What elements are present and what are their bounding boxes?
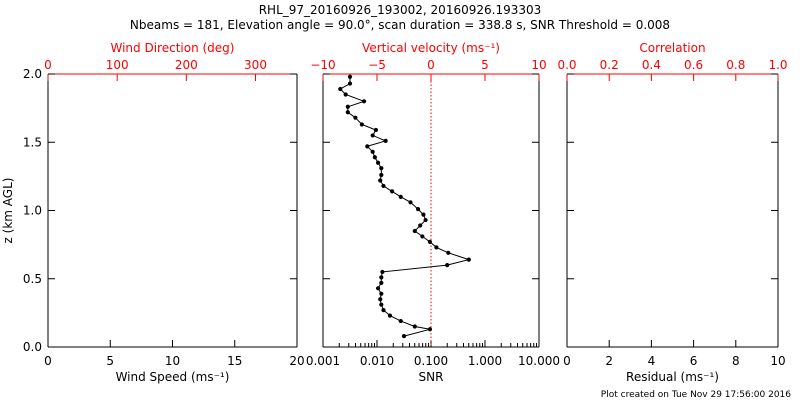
vertical-velocity-point — [370, 133, 375, 138]
top-tick-label: 0.2 — [600, 58, 619, 72]
vertical-velocity-point — [379, 291, 384, 296]
bottom-axis-title: Residual (ms⁻¹) — [626, 370, 719, 384]
bottom-tick-label: 20 — [289, 354, 304, 368]
vertical-velocity-point — [420, 234, 425, 239]
bottom-tick-label: 5 — [106, 354, 114, 368]
vertical-velocity-point — [398, 318, 403, 324]
top-tick-label: 300 — [244, 58, 267, 72]
bottom-tick-label: 10 — [770, 354, 785, 368]
top-tick-label: −5 — [368, 58, 386, 72]
vertical-velocity-point — [387, 313, 393, 318]
vertical-velocity-point — [378, 178, 383, 183]
y-tick-label: 1.5 — [23, 135, 42, 149]
bottom-tick-label: 15 — [227, 354, 242, 368]
vertical-velocity-point — [427, 239, 433, 244]
y-tick-label: 0.0 — [23, 340, 42, 354]
bottom-tick-label: 10.000 — [518, 354, 560, 368]
top-tick-label: 10 — [531, 58, 546, 72]
vertical-velocity-point — [466, 257, 471, 262]
vertical-velocity-point — [380, 269, 385, 275]
vertical-velocity-point — [379, 166, 384, 171]
vertical-velocity-point — [353, 115, 358, 120]
top-tick-label: 0.0 — [557, 58, 576, 72]
vertical-velocity-point — [375, 286, 381, 291]
vertical-velocity-point — [378, 297, 383, 302]
top-tick-label: −10 — [310, 58, 335, 72]
vertical-velocity-point — [381, 183, 386, 189]
top-tick-label: 0.8 — [726, 58, 745, 72]
y-tick-label: 2.0 — [23, 67, 42, 81]
vertical-velocity-point — [445, 263, 450, 268]
top-tick-label: 0.4 — [642, 58, 661, 72]
vertical-velocity-point — [423, 217, 428, 223]
vertical-velocity-point — [347, 81, 353, 86]
bottom-axis-title: Wind Speed (ms⁻¹) — [116, 370, 230, 384]
top-tick-label: 100 — [106, 58, 129, 72]
vertical-velocity-point — [379, 172, 384, 178]
top-tick-label: 200 — [175, 58, 198, 72]
bottom-tick-label: 0.001 — [306, 354, 340, 368]
vertical-velocity-point — [347, 74, 353, 79]
vertical-velocity-point — [398, 194, 403, 199]
bottom-tick-label: 2 — [605, 354, 613, 368]
vertical-velocity-point — [408, 200, 413, 205]
top-axis-title: Vertical velocity (ms⁻¹) — [362, 41, 500, 55]
vertical-velocity-point — [338, 86, 343, 92]
y-tick-label: 0.5 — [23, 272, 42, 286]
vertical-velocity-point — [379, 302, 384, 307]
vertical-velocity-point — [345, 104, 350, 109]
vertical-velocity-point — [412, 228, 417, 234]
panel-correlation: 0 2 4 6 8 10 0.0 0.2 0.4 0.6 0.8 1.0 Residual (ms⁻¹)… — [557, 41, 787, 384]
bottom-axis-title: SNR — [419, 370, 444, 384]
vertical-velocity-point — [446, 250, 451, 255]
vertical-velocity-point — [345, 110, 350, 115]
vertical-velocity-point — [372, 155, 377, 160]
vertical-velocity-point — [379, 275, 384, 280]
bottom-tick-label: 10 — [165, 354, 180, 368]
plot-created-note: Plot created on Tue Nov 29 17:56:00 2016 — [601, 390, 791, 400]
vertical-velocity-point — [343, 92, 348, 97]
top-tick-label: 0.6 — [684, 58, 703, 72]
y-axis-label: z (km AGL) — [1, 178, 15, 244]
bottom-tick-label: 4 — [648, 354, 656, 368]
bottom-tick-label: 1.000 — [468, 354, 502, 368]
vertical-velocity-point — [412, 324, 417, 329]
vertical-velocity-point — [415, 207, 421, 212]
vertical-velocity-point — [381, 308, 386, 313]
bottom-tick-label: 0.100 — [414, 354, 448, 368]
vertical-velocity-line — [339, 76, 471, 337]
vertical-velocity-point — [365, 144, 370, 149]
vertical-velocity-point — [434, 245, 439, 250]
plot-subtitle: Nbeams = 181, Elevation angle = 90.0°, s… — [130, 18, 670, 32]
vertical-velocity-point — [373, 127, 379, 133]
bottom-tick-label: 6 — [690, 354, 698, 368]
vertical-velocity-point — [370, 149, 375, 154]
bottom-tick-label: 0 — [563, 354, 571, 368]
panel-vertical-velocity: 0.001 0.010 0.100 1.000 10.000 −10 −5 0 5 10 SNR Ve… — [306, 41, 560, 384]
vertical-velocity-point — [421, 212, 426, 217]
vertical-velocity-point — [375, 160, 381, 165]
bottom-tick-label: 0.010 — [360, 354, 394, 368]
top-axis-title: Correlation — [639, 41, 705, 55]
vertical-velocity-point — [390, 189, 395, 194]
vertical-velocity-point — [383, 138, 388, 143]
y-tick-label: 1.0 — [23, 204, 42, 218]
vertical-velocity-point — [361, 99, 367, 104]
top-tick-label: 5 — [481, 58, 489, 72]
top-tick-label: 1.0 — [768, 58, 787, 72]
bottom-tick-label: 8 — [732, 354, 740, 368]
top-tick-label: 0 — [44, 58, 52, 72]
vertical-velocity-point — [401, 333, 407, 339]
vertical-velocity-point — [359, 122, 364, 127]
vertical-velocity-point — [427, 327, 433, 332]
plot-title: RHL_97_20160926_193002, 20160926.193303 — [259, 3, 542, 17]
top-axis-title: Wind Direction (deg) — [111, 41, 235, 55]
vertical-velocity-point — [379, 280, 384, 285]
bottom-tick-label: 0 — [44, 354, 52, 368]
top-tick-label: 0 — [427, 58, 435, 72]
vertical-velocity-point — [418, 223, 423, 228]
